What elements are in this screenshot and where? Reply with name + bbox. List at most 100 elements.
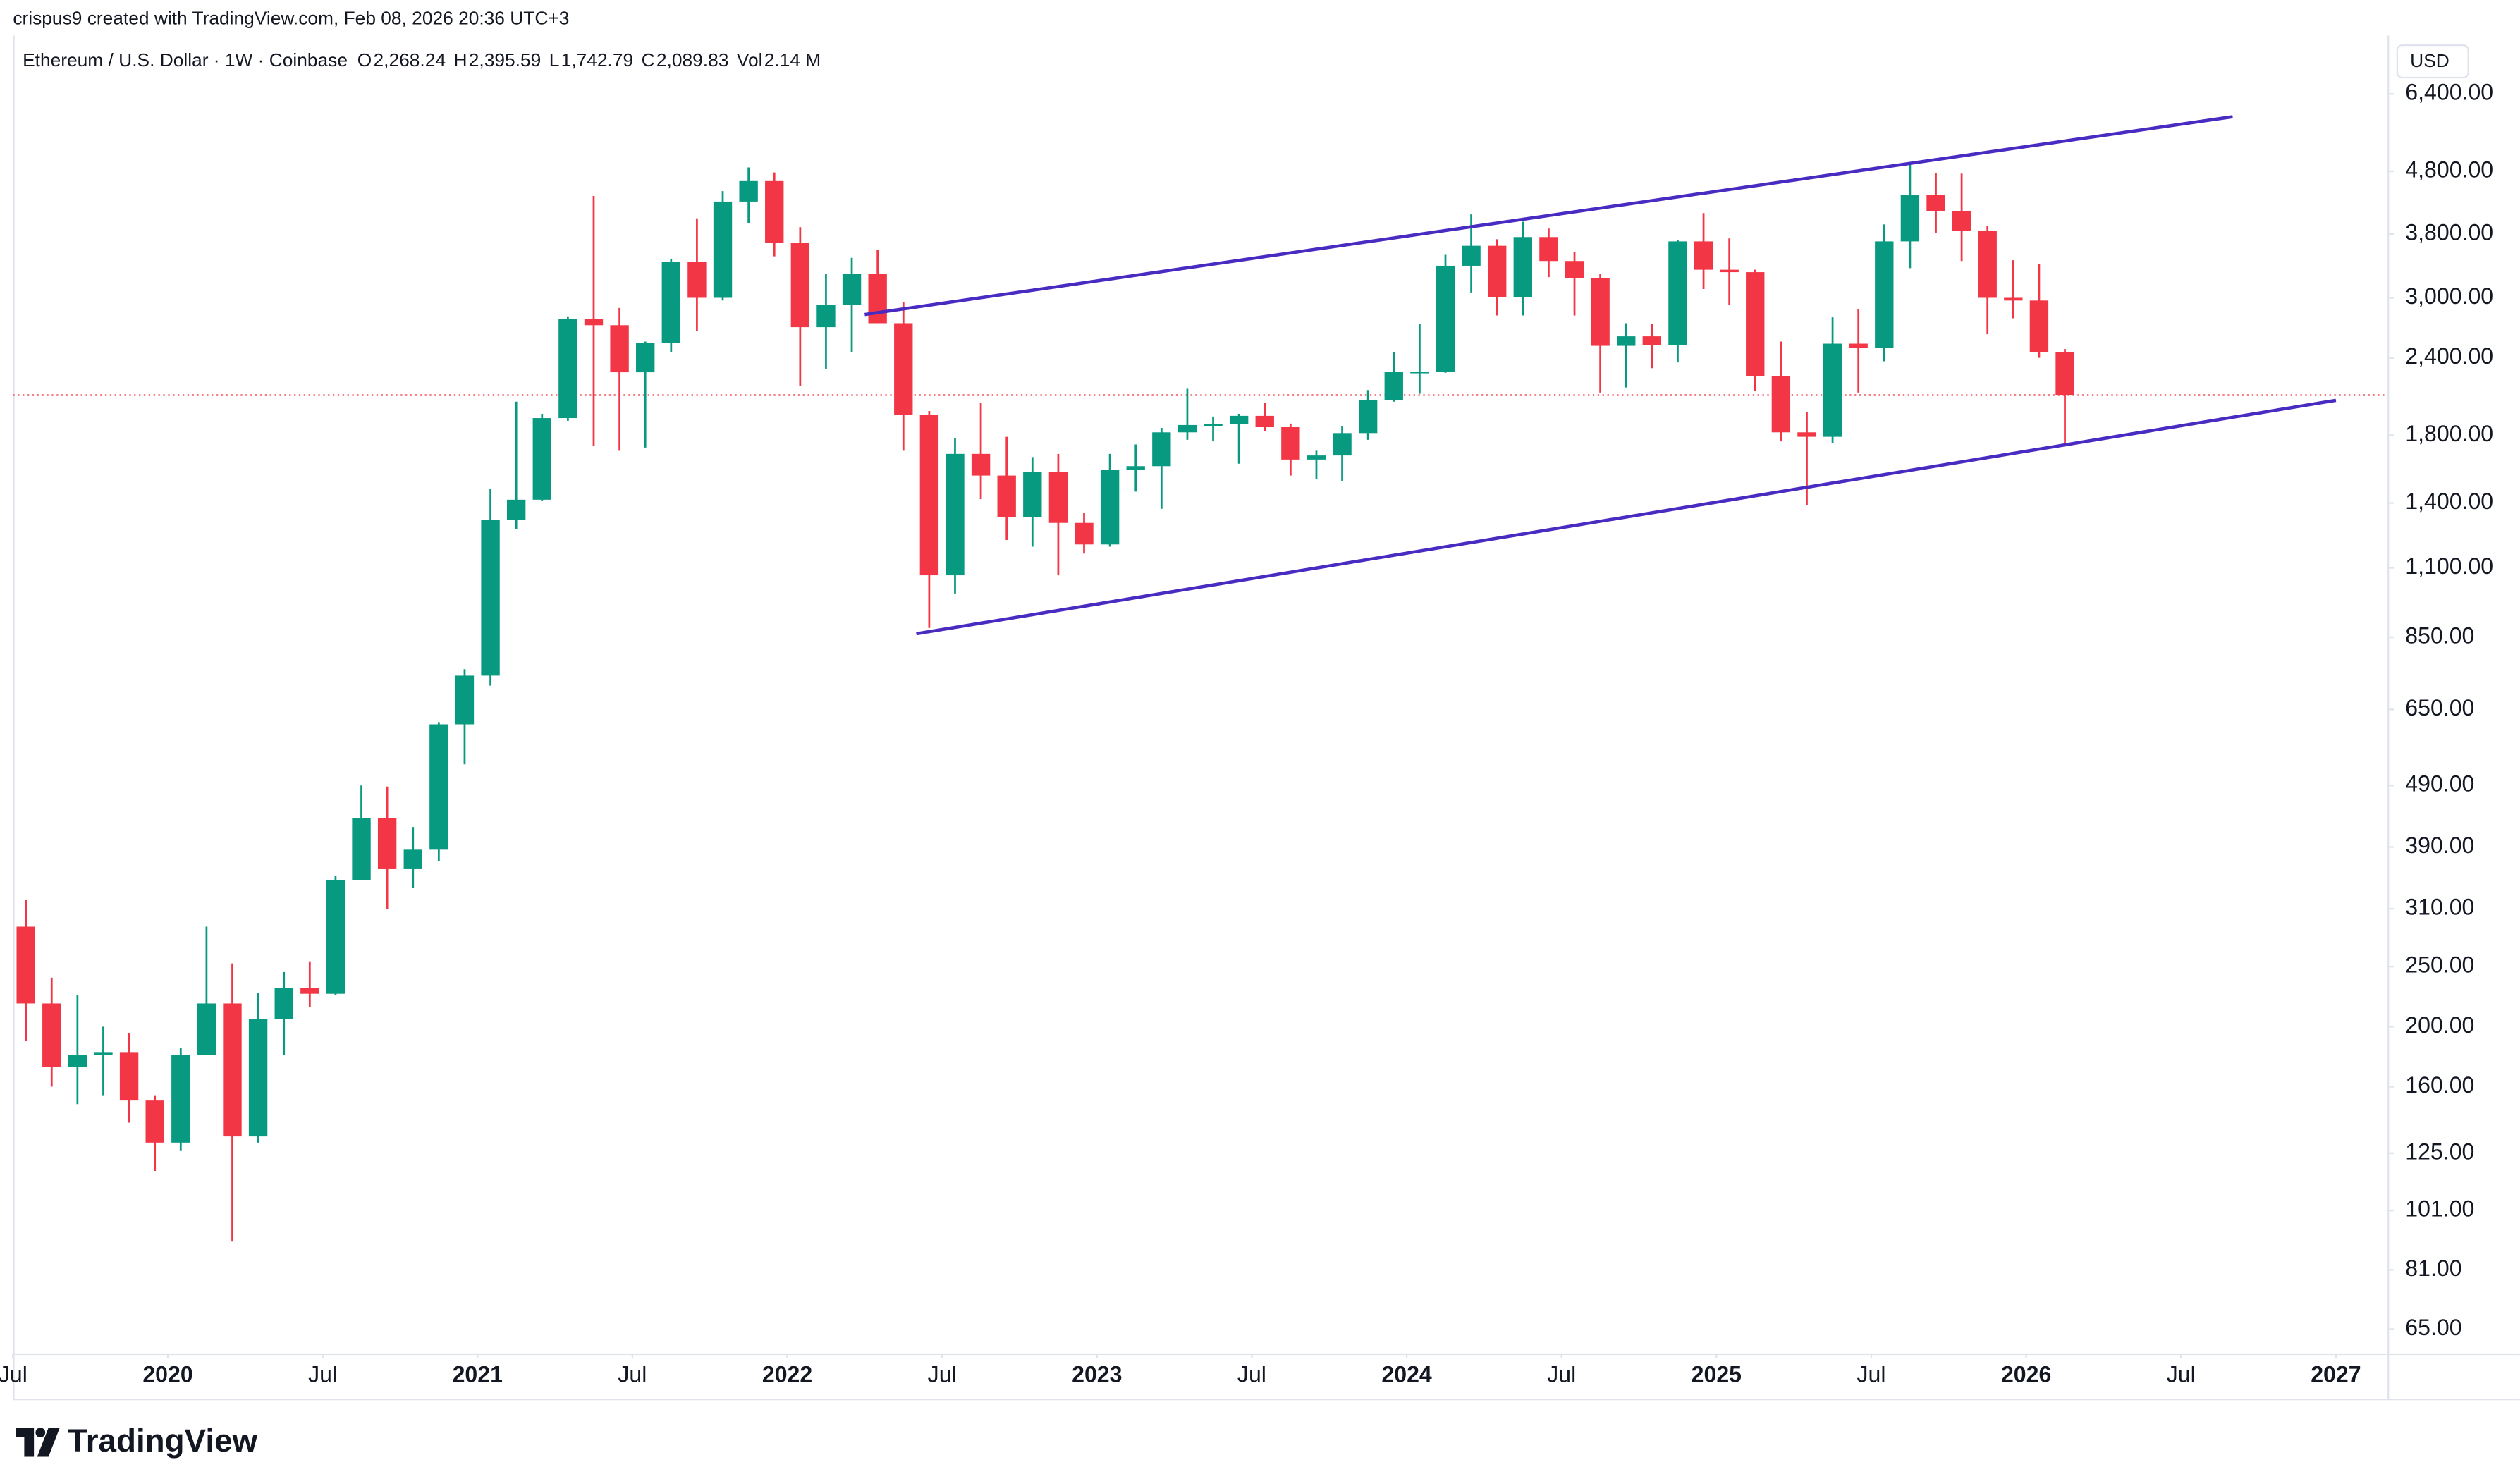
- ohlc-value: 2,089.83: [656, 49, 728, 70]
- candle-body: [1539, 237, 1558, 262]
- logo-mark: [35, 1428, 46, 1437]
- candle-body: [506, 499, 526, 520]
- candle-body: [558, 319, 577, 419]
- y-tick-label: 250.00: [2405, 952, 2474, 978]
- candle-body: [16, 926, 35, 1004]
- candle-body: [610, 325, 629, 373]
- candle-body: [532, 418, 551, 500]
- candle-body: [171, 1055, 190, 1143]
- candle-body: [145, 1100, 164, 1143]
- candle-body: [455, 675, 475, 725]
- y-tick-label: 4,800.00: [2405, 157, 2493, 183]
- candle-body: [842, 274, 862, 305]
- candle-body: [919, 415, 939, 576]
- candle-body: [1462, 245, 1481, 266]
- candle-body: [1694, 241, 1713, 270]
- candle-body: [894, 323, 913, 415]
- candle-body: [790, 243, 810, 328]
- x-tick-label: Jul: [308, 1361, 337, 1387]
- candle-body: [403, 849, 422, 869]
- candle-body: [1255, 415, 1274, 428]
- brand-logo: [16, 1428, 60, 1457]
- candle-body: [713, 201, 733, 298]
- ohlc-key: C: [642, 49, 655, 70]
- candle-body: [1384, 372, 1403, 400]
- candle-body: [1436, 265, 1455, 372]
- symbol: Ethereum / U.S. Dollar · 1W · Coinbase: [23, 49, 348, 70]
- candle-body: [223, 1003, 242, 1137]
- candle-body: [1307, 455, 1326, 460]
- x-tick-label: Jul: [0, 1361, 27, 1387]
- y-tick-label: 310.00: [2405, 895, 2474, 920]
- x-tick-label: 2022: [762, 1361, 812, 1387]
- x-tick-label: Jul: [1237, 1361, 1266, 1387]
- candle-body: [1617, 336, 1636, 346]
- y-tick-label: 81.00: [2405, 1256, 2461, 1281]
- candle-body: [326, 880, 345, 994]
- ohlc-value: 2.14 M: [764, 49, 821, 70]
- candle-body: [1926, 195, 1945, 211]
- currency[interactable]: USD: [2410, 50, 2449, 71]
- candle-body: [1900, 195, 1920, 242]
- candle-body: [1952, 211, 1971, 231]
- x-tick-label: 2023: [1072, 1361, 1122, 1387]
- candle-body: [636, 343, 655, 373]
- logo-mark: [16, 1428, 35, 1457]
- candle-body: [300, 988, 319, 994]
- candle-body: [997, 475, 1016, 517]
- candle-body: [1152, 432, 1171, 467]
- currency-box[interactable]: [2396, 44, 2469, 79]
- candle-body: [2004, 297, 2023, 301]
- y-tick-label: 390.00: [2405, 833, 2474, 858]
- candle-body: [1281, 427, 1300, 460]
- y-tick-label: 6,400.00: [2405, 80, 2493, 105]
- candle-body: [661, 262, 680, 343]
- y-tick-label: 3,000.00: [2405, 283, 2493, 309]
- y-tick-label: 160.00: [2405, 1072, 2474, 1098]
- x-tick-label: 2020: [142, 1361, 192, 1387]
- candle-body: [1642, 336, 1662, 345]
- candle-body: [352, 818, 371, 880]
- x-tick-label: Jul: [2167, 1361, 2196, 1387]
- candle-body: [1849, 343, 1868, 348]
- candle-body: [248, 1019, 268, 1137]
- candle-body: [274, 988, 293, 1019]
- candle-body: [1591, 278, 1610, 346]
- candle-body: [481, 520, 500, 676]
- y-tick-label: 1,400.00: [2405, 489, 2493, 514]
- candle-body: [1720, 269, 1739, 273]
- candle-body: [584, 319, 604, 326]
- candle-body: [1565, 261, 1584, 278]
- candle-body: [1358, 400, 1378, 434]
- candle-body: [1978, 231, 1997, 298]
- y-tick-label: 490.00: [2405, 771, 2474, 797]
- symbol-legend: Ethereum / U.S. Dollar · 1W · Coinbase O…: [23, 49, 821, 70]
- ohlc-value: 2,268.24: [374, 49, 446, 70]
- candle-body: [1100, 470, 1120, 545]
- candle-body: [1023, 472, 1042, 517]
- ohlc-value: 1,742.79: [561, 49, 633, 70]
- candle-body: [1746, 272, 1765, 377]
- x-tick-label: 2026: [2001, 1361, 2051, 1387]
- plot-area: [13, 115, 2388, 1242]
- candle-body: [868, 274, 887, 324]
- candle-body: [946, 453, 965, 576]
- ohlc-value: 2,395.59: [469, 49, 541, 70]
- candle-body: [1075, 522, 1094, 545]
- candle-body: [197, 1003, 216, 1055]
- candle-body: [119, 1052, 139, 1101]
- y-tick-label: 101.00: [2405, 1196, 2474, 1222]
- candle-body: [1513, 237, 1532, 297]
- x-tick-label: 2025: [1692, 1361, 1742, 1387]
- candle-body: [94, 1052, 113, 1055]
- y-tick-label: 1,100.00: [2405, 553, 2493, 579]
- y-tick-label: 2,400.00: [2405, 343, 2493, 369]
- candle-body: [971, 453, 991, 476]
- candle-body: [2029, 300, 2049, 352]
- candle-body: [1488, 245, 1507, 297]
- y-tick-label: 1,800.00: [2405, 421, 2493, 446]
- y-tick-label: 650.00: [2405, 695, 2474, 720]
- candle-body: [1178, 424, 1197, 433]
